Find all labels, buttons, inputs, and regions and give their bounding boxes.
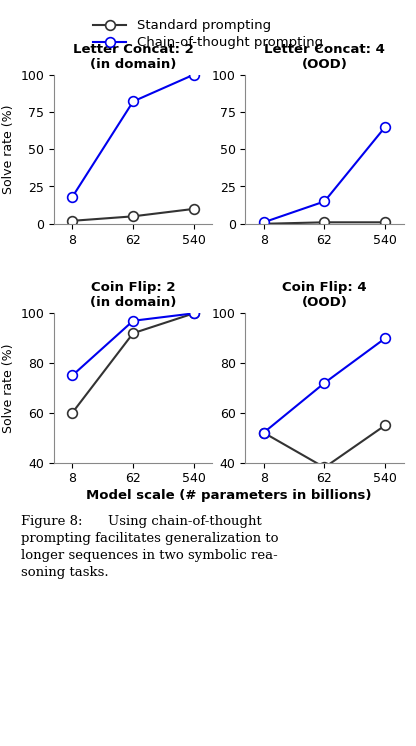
- Title: Letter Concat: 2
(in domain): Letter Concat: 2 (in domain): [73, 43, 193, 71]
- Title: Letter Concat: 4
(OOD): Letter Concat: 4 (OOD): [264, 43, 385, 71]
- Legend: Standard prompting, Chain-of-thought prompting: Standard prompting, Chain-of-thought pro…: [93, 19, 323, 49]
- Y-axis label: Solve rate (%): Solve rate (%): [2, 104, 15, 194]
- Text: Model scale (# parameters in billions): Model scale (# parameters in billions): [86, 489, 371, 501]
- Text: Figure 8:      Using chain-of-thought
prompting facilitates generalization to
lo: Figure 8: Using chain-of-thought prompti…: [21, 515, 278, 579]
- Title: Coin Flip: 2
(in domain): Coin Flip: 2 (in domain): [90, 281, 176, 310]
- Y-axis label: Solve rate (%): Solve rate (%): [2, 343, 15, 433]
- Title: Coin Flip: 4
(OOD): Coin Flip: 4 (OOD): [282, 281, 367, 310]
